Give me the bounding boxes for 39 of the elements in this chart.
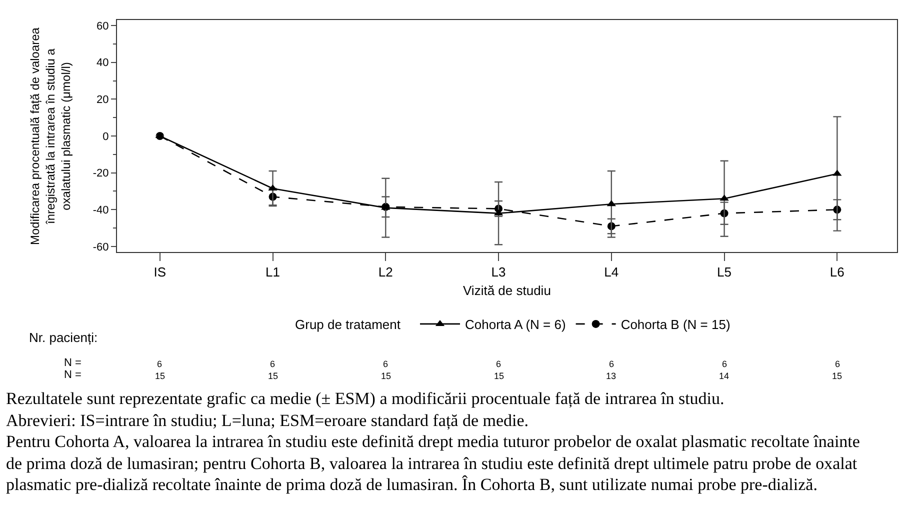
x-tick-label: L4 xyxy=(604,264,619,280)
y-axis-title: Modificarea procentuală față de valoarea înregistrată la intrarea în studiu a oxalatului plasmatic (μmol/l) xyxy=(28,27,74,245)
y-tick-label: -60 xyxy=(92,241,109,254)
text: Rezultatele sunt reprezentate grafic ca medie (± ESM) a modificării procentuale față de intrarea în studiu. xyxy=(6,389,724,408)
text: 6 xyxy=(609,359,614,369)
x-tick-label: L5 xyxy=(717,264,732,280)
text: 14 xyxy=(719,371,730,381)
legend-label: Cohorta B (N = 15) xyxy=(620,317,730,332)
text: 15 xyxy=(268,371,278,381)
text: N = xyxy=(64,357,82,369)
text: 6 xyxy=(270,359,276,369)
text: 13 xyxy=(606,371,616,381)
text: 6 xyxy=(722,359,728,369)
y-tick-label: -40 xyxy=(92,204,109,216)
y-tick-label: 0 xyxy=(102,130,109,143)
text: 15 xyxy=(832,371,842,381)
text: N = xyxy=(64,369,82,381)
text: 6 xyxy=(835,359,840,369)
x-tick-label: L3 xyxy=(491,264,506,280)
text: 15 xyxy=(155,371,166,381)
x-tick-label: L1 xyxy=(266,264,280,280)
x-tick-label: L2 xyxy=(378,264,393,280)
x-tick-label: L6 xyxy=(830,264,844,280)
text: 15 xyxy=(381,371,392,381)
text: 6 xyxy=(383,359,388,369)
text: 15 xyxy=(494,371,504,381)
legend-title: Grup de tratament xyxy=(295,317,401,332)
y-tick-label: 40 xyxy=(96,57,109,70)
x-tick-label: IS xyxy=(154,264,166,280)
text: 6 xyxy=(157,359,162,369)
y-tick-label: -20 xyxy=(92,168,109,180)
text: Abrevieri: IS=intrare în studiu; L=luna; ESM=eroare standard față de medie. xyxy=(6,411,529,430)
x-axis-title: Vizită de studiu xyxy=(463,283,551,298)
text: Nr. pacienți: xyxy=(29,330,98,345)
text: Pentru Cohorta A, valoarea la intrarea în studiu este definită drept media tuturor probelor de oxalat plasmatic recoltate înainte de prima doză de lumasiran; pentru Cohorta B, valoarea la intrarea în studiu este definită drept ultimele patru probe de oxalat plasmatic pre-dializă recoltate înainte de prima doză de lumasiran. În Cohorta B, sunt utilizate numai probe pre-dializă. xyxy=(6,432,860,494)
legend-label: Cohorta A (N = 6) xyxy=(465,317,566,332)
y-tick-label: 60 xyxy=(96,20,109,32)
text: 6 xyxy=(496,359,502,369)
y-tick-label: 20 xyxy=(96,94,109,106)
